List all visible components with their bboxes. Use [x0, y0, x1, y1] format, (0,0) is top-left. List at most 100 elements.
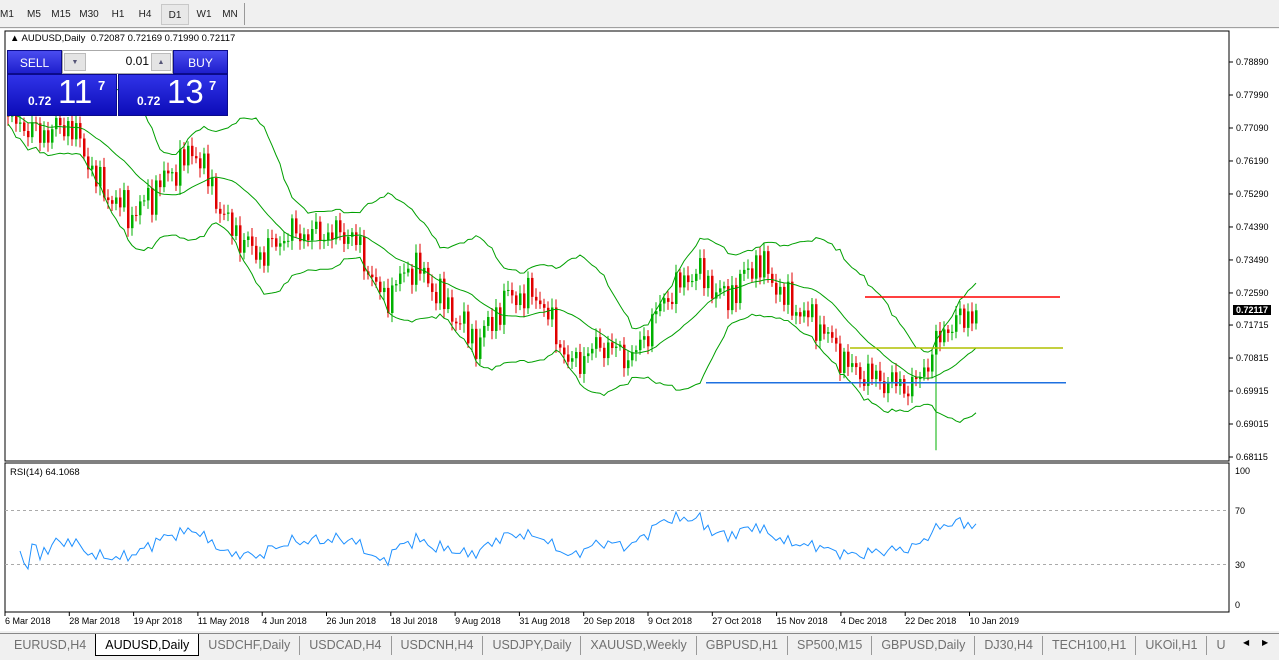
rsi-tick: 0 [1235, 600, 1241, 610]
candle-body [507, 289, 510, 291]
candle-body [491, 317, 494, 331]
timeframe-w1[interactable]: W1 [196, 9, 212, 20]
candle-body [251, 236, 254, 246]
candle-body [515, 295, 518, 306]
candle-body [923, 367, 926, 377]
tabs-scroll-right-icon[interactable]: ▶ [1262, 638, 1269, 647]
candle-body [139, 201, 142, 216]
lot-up-button[interactable]: ▲ [151, 53, 171, 71]
candle-body [47, 130, 50, 143]
candle-body [279, 243, 282, 247]
candle-body [151, 187, 154, 215]
sell-button[interactable]: SELL [7, 50, 62, 74]
ohlc-values: 0.72087 0.72169 0.71990 0.72117 [90, 33, 236, 44]
collapse-triangle-icon[interactable]: ▲ [10, 33, 20, 44]
candle-body [739, 273, 742, 304]
candle-body [131, 214, 134, 229]
tab-usdchf-daily[interactable]: USDCHF,Daily [208, 638, 291, 652]
price-tick: 0.70815 [1236, 353, 1269, 364]
candle-body [275, 238, 278, 247]
tab-usdcad-h4[interactable]: USDCAD,H4 [299, 636, 390, 655]
candle-body [451, 297, 454, 322]
candle-body [875, 370, 878, 380]
date-tick: 11 May 2018 [197, 616, 250, 626]
candle-body [939, 330, 942, 343]
tab-dj30-h4[interactable]: DJ30,H4 [974, 636, 1042, 655]
tab-usdjpy-daily[interactable]: USDJPY,Daily [482, 636, 580, 655]
tabs-scroll-left-icon[interactable]: ◀ [1243, 638, 1250, 647]
rsi-line [19, 510, 977, 571]
timeframe-h4[interactable]: H4 [138, 9, 152, 20]
candle-body [315, 221, 318, 230]
tab-sp500-m15[interactable]: SP500,M15 [786, 636, 871, 655]
candle-body [591, 348, 594, 354]
timeframe-m30[interactable]: M30 [79, 9, 99, 20]
buy-price[interactable]: 0.72 13 7 [118, 73, 228, 116]
candle-body [355, 232, 358, 245]
candle-body [735, 285, 738, 304]
timeframe-d1[interactable]: D1 [161, 4, 189, 25]
tab-ukoil-h1[interactable]: UKOil,H1 [1135, 636, 1206, 655]
candle-body [31, 122, 34, 138]
candle-body [287, 240, 290, 242]
date-tick: 31 Aug 2018 [519, 616, 570, 626]
candle-body [687, 275, 690, 283]
candle-body [319, 221, 322, 242]
tab-audusd-daily[interactable]: AUDUSD,Daily [95, 634, 200, 656]
symbol-label: AUDUSD,Daily [21, 33, 86, 44]
candle-body [307, 234, 310, 241]
candle-body [343, 232, 346, 244]
candle-body [183, 149, 186, 166]
candle-body [483, 325, 486, 338]
candle-body [83, 138, 86, 157]
candle-body [499, 307, 502, 325]
candle-body [603, 347, 606, 359]
bollinger-lower [7, 123, 977, 423]
candle-body [243, 240, 246, 253]
price-tick: 0.68115 [1236, 452, 1268, 462]
tab-gbpusd-h1[interactable]: GBPUSD,H1 [695, 636, 787, 655]
timeframe-h1[interactable]: H1 [111, 9, 125, 20]
candle-body [335, 220, 338, 240]
lot-input[interactable]: 0.01 [125, 54, 149, 68]
timeframe-mn[interactable]: MN [222, 9, 238, 20]
tab-tech100-h1[interactable]: TECH100,H1 [1042, 636, 1135, 655]
timeframe-m1[interactable]: M1 [0, 9, 14, 20]
timeframe-m15[interactable]: M15 [51, 9, 71, 20]
date-tick: 22 Dec 2018 [905, 616, 957, 626]
lot-stepper[interactable]: ▼ 0.01 ▲ [62, 50, 173, 74]
timeframe-m5[interactable]: M5 [27, 9, 41, 20]
chart-tabs: EURUSD,H4 AUDUSD,Daily USDCHF,Daily USDCAD,… [0, 633, 1279, 657]
lot-down-button[interactable]: ▼ [64, 53, 86, 71]
tab-xauusd-weekly[interactable]: XAUUSD,Weekly [580, 636, 695, 655]
candle-body [487, 317, 490, 326]
sell-price[interactable]: 0.72 11 7 [7, 73, 117, 116]
candle-body [267, 238, 270, 266]
tab-gbpusd-daily[interactable]: GBPUSD,Daily [871, 636, 974, 655]
candle-body [807, 310, 810, 318]
candle-body [259, 252, 262, 260]
candle-body [707, 275, 710, 289]
date-tick: 15 Nov 2018 [776, 616, 828, 626]
candle-body [535, 296, 538, 301]
candle-body [639, 339, 642, 351]
candle-body [887, 381, 890, 394]
candle-body [179, 149, 182, 186]
candle-body [719, 288, 722, 293]
candle-body [339, 220, 342, 233]
tab-eurusd-h4[interactable]: EURUSD,H4 [14, 638, 87, 652]
tab-u[interactable]: U [1206, 636, 1234, 655]
candle-body [399, 273, 402, 284]
candle-body [911, 376, 914, 397]
candle-body [779, 286, 782, 295]
candle-body [723, 286, 726, 289]
candle-body [675, 272, 678, 305]
candle-body [563, 347, 566, 355]
buy-button[interactable]: BUY [173, 50, 228, 74]
current-price-label: 0.72117 [1233, 305, 1272, 316]
candle-body [115, 197, 118, 204]
candle-body [143, 200, 146, 202]
tab-usdcnh-h4[interactable]: USDCNH,H4 [390, 636, 483, 655]
candle-body [791, 281, 794, 316]
candle-body [503, 290, 506, 325]
